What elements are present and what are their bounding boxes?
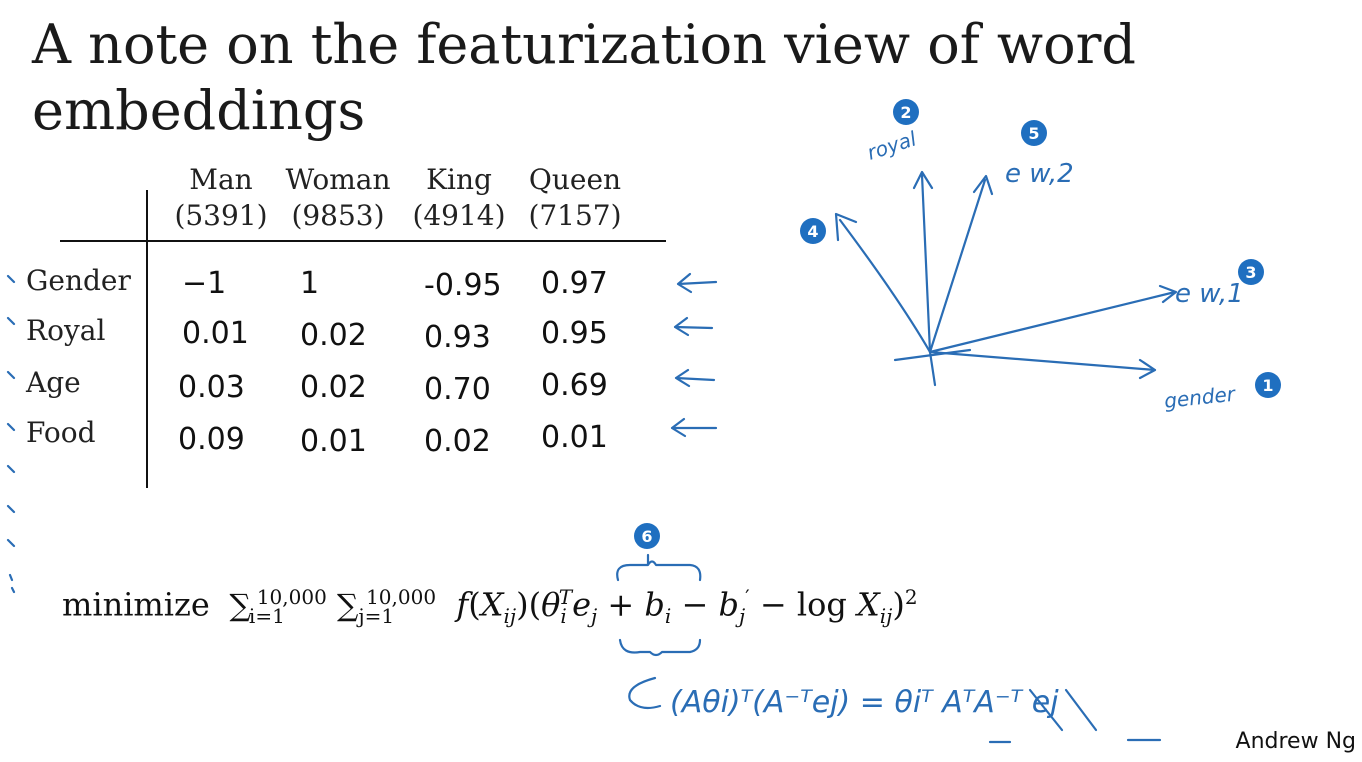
badge-3: 3 — [1238, 259, 1264, 285]
column-word: Queen — [528, 163, 622, 196]
row-label-age: Age — [26, 366, 81, 399]
table-cell: 0.02 — [424, 424, 491, 459]
royal-vector — [912, 170, 934, 354]
table-cell: 0.69 — [541, 368, 608, 403]
gender-axis-label: gender — [1163, 382, 1238, 413]
column-header-king: King (4914) — [404, 162, 514, 234]
column-word: Woman — [285, 163, 391, 196]
author-credit: Andrew Ng — [1235, 729, 1356, 754]
badge-2: 2 — [893, 99, 919, 125]
table-cell: 0.01 — [182, 316, 249, 351]
table-cell: -0.95 — [424, 268, 502, 303]
column-header-man: Man (5391) — [166, 162, 276, 234]
svg-text:2: 2 — [900, 103, 911, 122]
sum-i-upper: 10,000 — [256, 585, 327, 609]
table-cell: 0.01 — [300, 424, 367, 459]
svg-text:3: 3 — [1245, 263, 1256, 282]
column-index: (7157) — [528, 199, 622, 232]
vector-4 — [834, 212, 932, 354]
table-cell: −1 — [182, 266, 227, 301]
royal-axis-label: royal — [864, 126, 919, 164]
table-cell: 0.70 — [424, 372, 491, 407]
column-word: Man — [189, 163, 253, 196]
row-label-food: Food — [26, 416, 96, 449]
slide-title: A note on the featurization view of word… — [32, 13, 1136, 142]
arrow-icon — [676, 272, 718, 294]
badge-4: 4 — [800, 218, 826, 244]
badge-1: 1 — [1255, 372, 1281, 398]
table-label-rule — [146, 190, 148, 488]
column-index: (5391) — [174, 199, 268, 232]
column-word: King — [426, 163, 492, 196]
e-w1-vector — [928, 284, 1178, 354]
arrow-icon — [673, 316, 714, 337]
gender-vector — [928, 350, 1157, 380]
e-w2-label: e w,2 — [1005, 159, 1074, 189]
handwritten-identity: (Aθi)ᵀ(A⁻ᵀej) = θiᵀ AᵀA⁻ᵀ ej — [670, 685, 1059, 720]
formula-minimize: minimize — [62, 585, 210, 624]
table-cell: 0.95 — [541, 316, 608, 351]
arrow-icon — [670, 417, 718, 438]
table-cell: 0.02 — [300, 370, 367, 405]
svg-text:6: 6 — [641, 527, 652, 546]
row-label-gender: Gender — [26, 264, 131, 297]
table-cell: 0.03 — [178, 370, 245, 405]
svg-text:1: 1 — [1262, 376, 1273, 395]
badge-6: 6 — [634, 523, 660, 549]
column-header-woman: Woman (9853) — [274, 162, 402, 234]
sum-i-lower: i=1 — [248, 604, 285, 629]
glove-objective-formula: minimize ∑i=110,000 ∑j=110,000 f(Xij)(θi… — [62, 585, 918, 629]
table-cell: 0.09 — [178, 422, 245, 457]
badge-5: 5 — [1021, 120, 1047, 146]
table-cell: 0.02 — [300, 318, 367, 353]
column-index: (9853) — [291, 199, 385, 232]
column-header-queen: Queen (7157) — [516, 162, 634, 234]
e-w2-vector — [928, 174, 994, 354]
arrow-icon — [674, 368, 716, 388]
row-label-royal: Royal — [26, 314, 106, 347]
svg-text:5: 5 — [1028, 124, 1039, 143]
table-cell: 0.93 — [424, 320, 491, 355]
column-index: (4914) — [412, 199, 506, 232]
table-header-rule — [60, 240, 666, 242]
table-cell: 0.01 — [541, 420, 608, 455]
sum-j-upper: 10,000 — [366, 585, 437, 609]
e-w1-label: e w,1 — [1175, 279, 1244, 309]
sum-j-lower: j=1 — [358, 604, 395, 629]
table-cell: 0.97 — [541, 266, 608, 301]
table-cell: 1 — [300, 266, 320, 301]
svg-text:4: 4 — [807, 222, 818, 241]
